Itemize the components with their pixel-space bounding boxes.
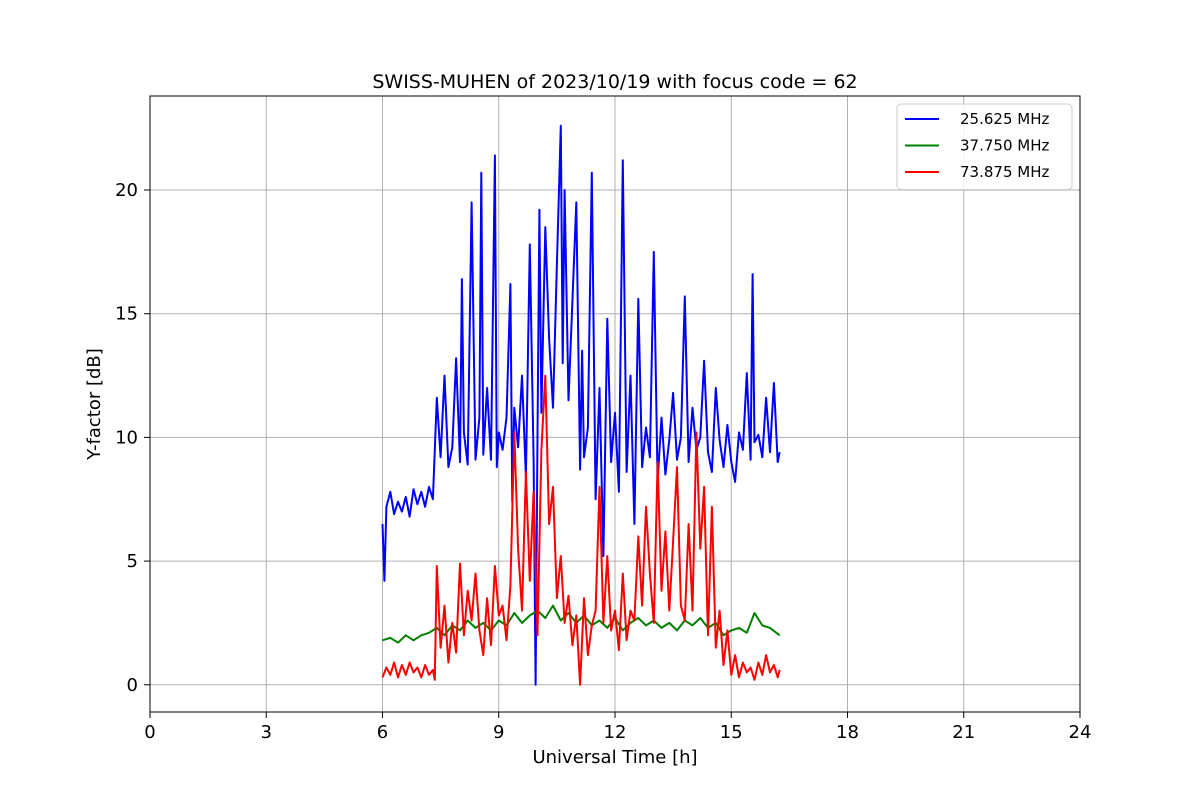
legend-label-3: 73.875 MHz bbox=[960, 163, 1049, 181]
series-line-1 bbox=[381, 124, 781, 686]
series-line-2 bbox=[382, 604, 781, 644]
x-tick-label: 21 bbox=[952, 722, 975, 743]
x-tick-label: 12 bbox=[604, 722, 627, 743]
x-tick-label: 6 bbox=[377, 722, 388, 743]
legend-box bbox=[896, 103, 1073, 190]
y-axis-label: Y-factor [dB] bbox=[84, 348, 105, 461]
plot-series bbox=[381, 124, 781, 686]
y-tick-label: 15 bbox=[115, 304, 138, 325]
x-tick-label: 3 bbox=[261, 722, 272, 743]
x-axis-label: Universal Time [h] bbox=[532, 747, 697, 768]
x-tick-label: 9 bbox=[493, 722, 504, 743]
x-tick-label: 24 bbox=[1069, 722, 1092, 743]
x-tick-label: 18 bbox=[836, 722, 859, 743]
x-tick-label: 15 bbox=[720, 722, 743, 743]
y-tick-label: 5 bbox=[127, 551, 138, 572]
legend-label-1: 25.625 MHz bbox=[960, 110, 1049, 128]
legend-label-2: 37.750 MHz bbox=[960, 137, 1049, 155]
y-tick-label: 20 bbox=[115, 180, 138, 201]
y-tick-label: 10 bbox=[115, 427, 138, 448]
axis-ticks: 0 3 6 9 12 15 18 21 24 0 5 10 15 20 bbox=[115, 180, 1091, 743]
x-tick-label: 0 bbox=[144, 722, 155, 743]
chart-title: SWISS-MUHEN of 2023/10/19 with focus cod… bbox=[372, 71, 857, 93]
legend: 25.625 MHz 37.750 MHz 73.875 MHz bbox=[896, 103, 1073, 190]
series-line-3 bbox=[381, 374, 781, 686]
y-tick-label: 0 bbox=[127, 675, 138, 696]
